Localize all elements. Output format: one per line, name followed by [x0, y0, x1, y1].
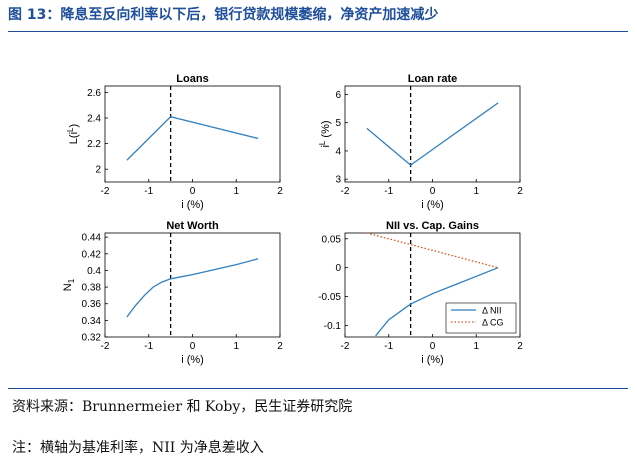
- chart-1-title: Loans: [176, 73, 208, 85]
- chart-3-axes-box: [104, 232, 281, 338]
- chart-2-xtick-label: 2: [517, 186, 523, 197]
- chart-3-xtick-label: 2: [277, 341, 283, 352]
- chart-3-ytick-label: 0.44: [82, 233, 102, 244]
- chart-1-xtick-label: 0: [190, 186, 196, 197]
- figure-title: 图 13：降息至反向利率以下后，银行贷款规模萎缩，净资产加速减少: [8, 7, 439, 23]
- chart-3-ytick-label: 0.42: [82, 249, 102, 260]
- chart-4-series-1-line: [375, 267, 499, 337]
- chart-4-ytick-label: 0.05: [322, 234, 342, 245]
- chart-2-xtick-label: -2: [341, 186, 350, 197]
- chart-1-ytick-label: 2.4: [87, 114, 101, 125]
- chart-3-xtick-label: -1: [144, 341, 153, 352]
- source-text: 资料来源：Brunnermeier 和 Koby，民生证券研究院: [12, 399, 353, 415]
- chart-1-series-1-line: [126, 115, 259, 161]
- chart-4-ytick-label: -0.05: [318, 292, 341, 303]
- chart-2-ylabel: iL (%): [318, 120, 332, 147]
- chart-4-legend-label: Δ NII: [482, 306, 502, 316]
- chart-2-axes-box: [344, 85, 521, 183]
- chart-1-axes-box: [104, 85, 281, 183]
- chart-2-ytick-label: 4: [335, 146, 341, 157]
- chart-3-xtick-label: -2: [101, 341, 110, 352]
- chart-2-ytick-label: 5: [335, 118, 341, 129]
- chart-1-ytick-label: 2.6: [87, 88, 101, 99]
- chart-3-xtick-label: 0: [190, 341, 196, 352]
- chart-3-ytick-label: 0.36: [82, 299, 102, 310]
- chart-3-title: Net Worth: [166, 220, 219, 232]
- chart-2-title: Loan rate: [408, 73, 458, 85]
- note-text: 注：横轴为基准利率，NII 为净息差收入: [12, 440, 264, 456]
- chart-2-xtick-label: 1: [473, 186, 479, 197]
- chart-4-legend-box: [445, 302, 517, 334]
- title-divider: [8, 31, 628, 32]
- chart-4-xtick-label: 1: [473, 341, 479, 352]
- chart-3-ytick-label: 0.34: [82, 316, 102, 327]
- chart-4-xtick-label: 2: [517, 341, 523, 352]
- chart-1-xlabel: i (%): [181, 199, 204, 211]
- chart-2-ytick-label: 3: [335, 175, 341, 186]
- chart-3-xlabel: i (%): [181, 354, 204, 366]
- chart-2-series-1-line: [366, 102, 499, 166]
- chart-1-ytick-label: 2.2: [87, 139, 101, 150]
- chart-2-xlabel: i (%): [421, 199, 444, 211]
- chart-4-title: NII vs. Cap. Gains: [386, 220, 479, 232]
- chart-4-ytick-label: -0.1: [324, 321, 342, 332]
- chart-3-ytick-label: 0.4: [87, 266, 101, 277]
- chart-4-legend-label: Δ CG: [482, 318, 504, 328]
- chart-1-xtick-label: 2: [277, 186, 283, 197]
- chart-2-xtick-label: 0: [430, 186, 436, 197]
- chart-4-ytick-label: 0: [335, 263, 341, 274]
- chart-4-xlabel: i (%): [421, 354, 444, 366]
- source-divider: [8, 388, 628, 389]
- chart-4-xtick-label: 0: [430, 341, 436, 352]
- chart-1-xtick-label: 1: [233, 186, 239, 197]
- chart-1-ytick-label: 2: [95, 165, 101, 176]
- chart-1-ylabel: L(iL): [66, 124, 80, 144]
- chart-2-ytick-label: 6: [335, 90, 341, 101]
- chart-1-xtick-label: -2: [101, 186, 110, 197]
- chart-3-ytick-label: 0.38: [82, 283, 102, 294]
- chart-4-series-2-line: [366, 232, 499, 269]
- chart-3-xtick-label: 1: [233, 341, 239, 352]
- chart-3-ylabel: N1: [62, 278, 76, 291]
- chart-4-xtick-label: -2: [341, 341, 350, 352]
- chart-3-series-1-line: [126, 258, 259, 318]
- chart-4-xtick-label: -1: [384, 341, 393, 352]
- chart-3-ytick-label: 0.32: [82, 333, 102, 344]
- chart-2-xtick-label: -1: [384, 186, 393, 197]
- chart-1-xtick-label: -1: [144, 186, 153, 197]
